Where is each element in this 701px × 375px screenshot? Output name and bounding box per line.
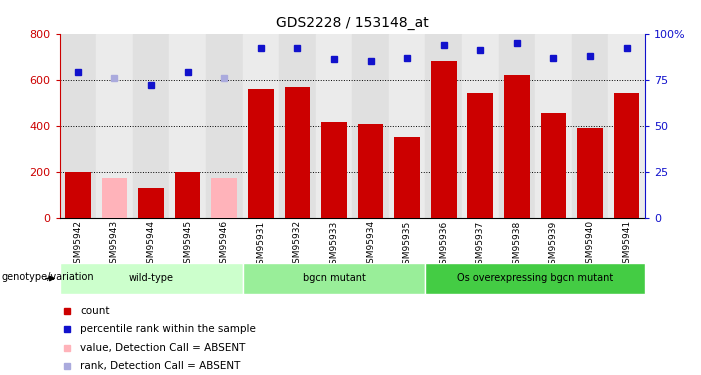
Title: GDS2228 / 153148_at: GDS2228 / 153148_at — [276, 16, 428, 30]
Bar — [243, 34, 279, 218]
Bar — [498, 34, 535, 218]
Bar — [212, 178, 237, 218]
Bar — [279, 34, 315, 218]
Bar — [614, 93, 639, 218]
Bar — [353, 34, 389, 218]
Bar — [175, 172, 200, 217]
Bar — [358, 124, 383, 217]
Bar — [60, 263, 243, 294]
Bar — [504, 75, 530, 217]
Text: Os overexpressing bgcn mutant: Os overexpressing bgcn mutant — [457, 273, 613, 284]
Bar — [243, 263, 426, 294]
Bar — [60, 34, 96, 218]
Bar — [170, 34, 206, 218]
Text: wild-type: wild-type — [128, 273, 174, 284]
Bar — [540, 113, 566, 218]
Text: value, Detection Call = ABSENT: value, Detection Call = ABSENT — [81, 343, 246, 352]
Bar — [426, 34, 462, 218]
Text: bgcn mutant: bgcn mutant — [303, 273, 365, 284]
Bar — [426, 263, 645, 294]
Bar — [285, 87, 310, 218]
Bar — [315, 34, 353, 218]
Bar — [248, 89, 273, 218]
Bar — [462, 34, 498, 218]
Text: percentile rank within the sample: percentile rank within the sample — [81, 324, 257, 334]
Bar — [431, 62, 456, 217]
Text: rank, Detection Call = ABSENT: rank, Detection Call = ABSENT — [81, 361, 241, 371]
Bar — [102, 178, 128, 218]
Bar — [206, 34, 243, 218]
Bar — [138, 188, 164, 218]
Bar — [132, 34, 170, 218]
Bar — [65, 172, 90, 217]
Text: genotype/variation: genotype/variation — [1, 272, 94, 282]
Bar — [389, 34, 426, 218]
Bar — [572, 34, 608, 218]
Bar — [468, 93, 493, 218]
Bar — [608, 34, 645, 218]
Text: count: count — [81, 306, 110, 315]
Bar — [535, 34, 572, 218]
Bar — [395, 137, 420, 218]
Bar — [96, 34, 132, 218]
Bar — [577, 128, 603, 218]
Bar — [321, 122, 347, 218]
